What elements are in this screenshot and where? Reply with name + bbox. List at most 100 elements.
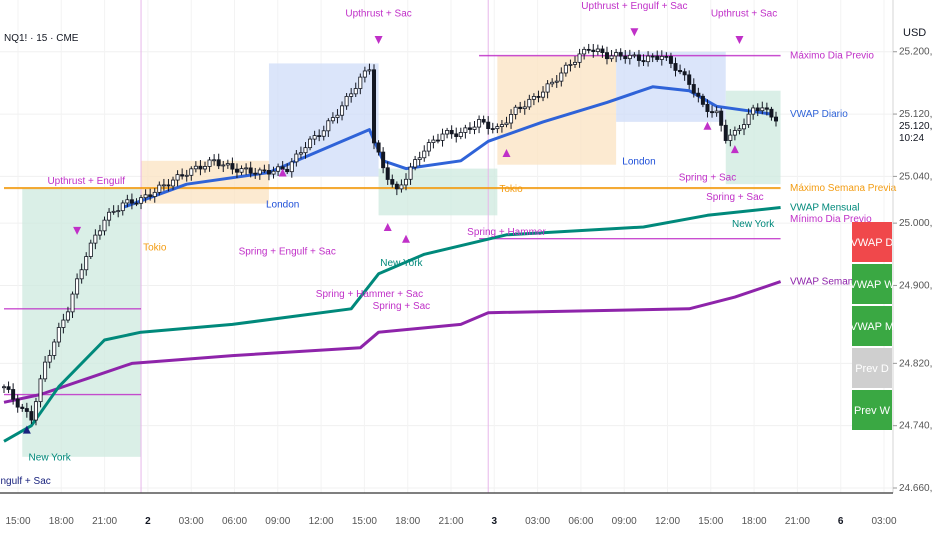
candle-body — [148, 194, 153, 197]
candle-body — [335, 114, 340, 118]
candle-body — [664, 55, 669, 58]
candle-body — [550, 81, 555, 85]
candles — [2, 43, 779, 426]
toggle-button-bg — [852, 306, 892, 346]
candle-body — [614, 52, 619, 57]
candle-body — [691, 84, 696, 94]
toggle-button-prev-d[interactable]: Prev D — [852, 348, 892, 388]
candle-body — [344, 96, 349, 107]
candle-body — [38, 378, 43, 403]
candle-body — [394, 183, 399, 190]
annotation-label: Spring + Sac — [679, 172, 737, 183]
candle-body — [591, 49, 596, 52]
candle-body — [682, 71, 687, 76]
time-tick-label: 18:00 — [395, 516, 420, 527]
candle-body — [477, 119, 482, 128]
currency-label: USD — [903, 27, 926, 39]
candle-body — [266, 169, 271, 175]
candle-body — [125, 199, 130, 204]
candle-body — [719, 110, 724, 126]
toggle-button-vwap-m[interactable]: VWAP M — [850, 306, 894, 346]
toggle-button-label: VWAP W — [849, 279, 895, 291]
candle-body — [504, 122, 509, 126]
annotation-label: Upthrust + Engulf — [47, 176, 125, 187]
candle-body — [372, 69, 377, 144]
annotation-label: Spring + Sac — [373, 301, 431, 312]
signal-markers — [22, 28, 744, 434]
candle-body — [403, 178, 408, 186]
time-axis[interactable]: 15:00 18:00 21:00 2 03:00 06:00 09:00 12:00 15:0… — [5, 516, 896, 527]
candle-body — [157, 184, 162, 193]
annotation-label: London — [266, 200, 299, 211]
candle-body — [234, 168, 239, 173]
session-box-ny — [725, 90, 781, 185]
candle-body — [710, 111, 715, 114]
candle-body — [29, 411, 34, 421]
candle-body — [303, 147, 308, 154]
indicator-toggle-buttons[interactable]: VWAP D VWAP W VWAP M Prev D Prev W — [849, 222, 895, 430]
candle-body — [198, 165, 203, 170]
time-tick-label: 09:00 — [265, 516, 290, 527]
time-tick-label: 21:00 — [92, 516, 117, 527]
time-tick-label: 06:00 — [222, 516, 247, 527]
candle-body — [458, 132, 463, 137]
candle-body — [212, 159, 217, 162]
price-axis[interactable]: 25.200,00 25.120,00 25.040,00 25.000,00 24.9… — [893, 47, 932, 494]
toggle-button-vwap-w[interactable]: VWAP W — [849, 264, 895, 304]
annotation-label: Upthrust + Sac — [345, 9, 411, 20]
candle-body — [742, 124, 747, 130]
candle-body — [349, 93, 354, 97]
candle-body — [330, 117, 335, 122]
candle-body — [193, 165, 198, 170]
candle-body — [627, 54, 632, 60]
candle-body — [760, 107, 765, 112]
candle-body — [321, 130, 326, 137]
candle-body — [646, 55, 651, 63]
candle-body — [632, 54, 637, 57]
toggle-button-label: Prev D — [855, 363, 889, 375]
session-box-ny — [22, 188, 142, 457]
time-tick-label: 15:00 — [698, 516, 723, 527]
price-tick-label: 25.120,00 — [899, 109, 932, 120]
candle-body — [6, 386, 11, 390]
signal-marker-up — [502, 149, 511, 158]
toggle-button-prev-w[interactable]: Prev W — [852, 390, 892, 430]
candle-body — [527, 98, 532, 108]
candle-body — [518, 106, 523, 110]
candle-body — [769, 108, 774, 118]
candle-body — [129, 199, 134, 204]
candle-body — [225, 163, 230, 166]
candle-body — [367, 69, 372, 72]
candle-body — [184, 174, 189, 177]
signal-marker-down — [73, 226, 82, 235]
toggle-button-vwap-d[interactable]: VWAP D — [851, 222, 894, 262]
candle-body — [88, 242, 93, 257]
annotation-label: Spring + Hammer + Sac — [316, 289, 423, 300]
price-tick-label: 25.000,00 — [899, 218, 932, 229]
candle-body — [171, 179, 176, 187]
candle-body — [33, 401, 38, 421]
level-name-label: VWAP Mensual — [790, 203, 859, 214]
candle-body — [2, 386, 7, 389]
toggle-button-bg — [852, 390, 892, 430]
candle-body — [248, 167, 253, 174]
time-tick-label: 3 — [492, 516, 498, 527]
time-tick-label: 03:00 — [871, 516, 896, 527]
annotation-label: Tokio — [499, 184, 523, 195]
candle-body — [445, 130, 450, 135]
candle-body — [289, 161, 294, 173]
candle-body — [221, 164, 226, 167]
candle-body — [545, 83, 550, 93]
candle-body — [399, 184, 404, 190]
candle-body — [417, 157, 422, 160]
price-tick-label: 25.040,00 — [899, 171, 932, 182]
candle-body — [358, 76, 363, 89]
candle-body — [120, 202, 125, 212]
toggle-button-bg — [852, 222, 892, 262]
candle-body — [582, 48, 587, 55]
candle-body — [202, 166, 207, 170]
candle-body — [166, 184, 171, 187]
candle-body — [618, 52, 623, 57]
candle-body — [385, 167, 390, 180]
